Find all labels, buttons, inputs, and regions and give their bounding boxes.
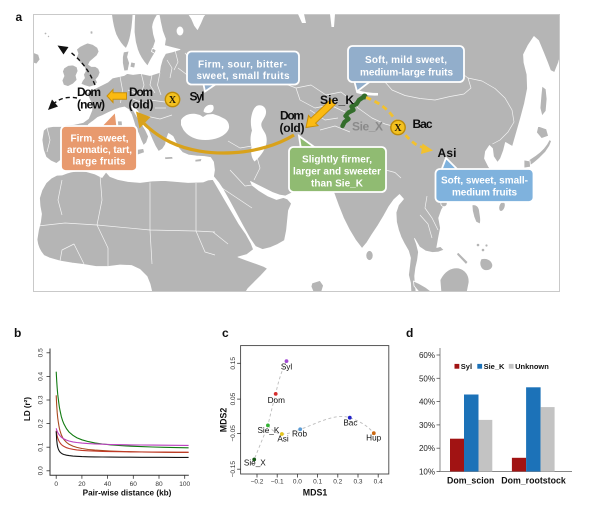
svg-text:0.0: 0.0	[293, 479, 302, 486]
svg-text:Sie_K: Sie_K	[484, 362, 505, 371]
svg-text:80: 80	[155, 481, 163, 488]
svg-text:Firm, sour, bitter-: Firm, sour, bitter-	[198, 60, 287, 71]
svg-text:d: d	[406, 326, 413, 340]
svg-text:−0.1: −0.1	[271, 479, 284, 486]
svg-text:Firm, sweet,: Firm, sweet,	[71, 134, 129, 145]
svg-text:60%: 60%	[419, 351, 435, 360]
svg-text:Sie_X: Sie_X	[352, 120, 383, 134]
svg-text:Bac: Bac	[343, 419, 357, 428]
svg-text:0.4: 0.4	[374, 479, 383, 486]
svg-text:0.5: 0.5	[38, 348, 45, 357]
svg-text:medium-large fruits: medium-large fruits	[360, 68, 453, 79]
svg-text:Syl: Syl	[461, 362, 472, 371]
svg-text:Sie_K: Sie_K	[257, 426, 279, 435]
svg-text:medium fruits: medium fruits	[452, 188, 517, 199]
svg-text:large fruits: large fruits	[73, 157, 126, 168]
svg-text:LD (r²): LD (r²)	[23, 397, 32, 421]
svg-text:Slightly firmer,: Slightly firmer,	[302, 155, 372, 166]
svg-text:0.2: 0.2	[333, 479, 342, 486]
svg-text:0.15: 0.15	[230, 357, 237, 370]
svg-text:b: b	[14, 326, 21, 340]
svg-text:Pair-wise distance (kb): Pair-wise distance (kb)	[83, 489, 172, 498]
svg-text:Dom: Dom	[280, 109, 304, 123]
svg-text:Bac: Bac	[413, 117, 433, 131]
svg-text:Sie_X: Sie_X	[244, 459, 266, 468]
svg-text:−0.05: −0.05	[230, 425, 237, 442]
svg-text:0.4: 0.4	[38, 372, 45, 381]
svg-text:0.3: 0.3	[353, 479, 362, 486]
svg-text:(old): (old)	[280, 121, 305, 135]
svg-text:20: 20	[78, 481, 86, 488]
svg-text:larger and sweeter: larger and sweeter	[293, 167, 381, 178]
svg-text:10%: 10%	[419, 468, 435, 477]
svg-text:50%: 50%	[419, 374, 435, 383]
svg-text:Dom: Dom	[77, 85, 101, 99]
svg-text:Syl: Syl	[190, 90, 205, 104]
svg-text:Rob: Rob	[292, 430, 307, 439]
svg-text:0.05: 0.05	[230, 392, 237, 405]
svg-text:Hup: Hup	[366, 434, 381, 443]
svg-text:0.1: 0.1	[38, 442, 45, 451]
svg-text:60: 60	[130, 481, 138, 488]
svg-text:Dom_scion: Dom_scion	[447, 476, 494, 486]
svg-text:(new): (new)	[77, 98, 105, 112]
svg-text:MDS2: MDS2	[219, 408, 229, 433]
svg-text:Unknown: Unknown	[515, 362, 549, 371]
svg-text:0.3: 0.3	[38, 395, 45, 404]
svg-text:Dom_rootstock: Dom_rootstock	[501, 476, 566, 486]
svg-text:c: c	[222, 326, 229, 340]
svg-text:Dom: Dom	[268, 396, 285, 405]
svg-text:30%: 30%	[419, 421, 435, 430]
svg-text:MDS1: MDS1	[303, 488, 328, 498]
svg-text:20%: 20%	[419, 444, 435, 453]
svg-text:−0.2: −0.2	[251, 479, 264, 486]
svg-text:(old): (old)	[129, 98, 154, 112]
svg-text:Asi: Asi	[277, 435, 289, 444]
svg-text:than Sie_K: than Sie_K	[311, 179, 364, 190]
svg-text:0.0: 0.0	[38, 466, 45, 475]
svg-text:Sie_K: Sie_K	[320, 93, 354, 107]
svg-text:−0.15: −0.15	[230, 461, 237, 478]
svg-text:100: 100	[179, 481, 190, 488]
svg-text:Syl: Syl	[281, 362, 293, 371]
svg-text:X: X	[394, 123, 402, 134]
svg-text:0.2: 0.2	[38, 419, 45, 428]
svg-text:aromatic, tart,: aromatic, tart,	[67, 145, 132, 156]
svg-text:Soft, sweet, small-: Soft, sweet, small-	[441, 176, 528, 187]
svg-text:Dom: Dom	[129, 85, 153, 99]
svg-text:Soft, mild sweet,: Soft, mild sweet,	[365, 55, 447, 66]
svg-text:0.1: 0.1	[313, 479, 322, 486]
svg-text:a: a	[16, 10, 23, 24]
svg-text:Asi: Asi	[438, 146, 457, 160]
svg-text:0: 0	[54, 481, 58, 488]
svg-text:40%: 40%	[419, 398, 435, 407]
svg-text:X: X	[169, 95, 177, 106]
svg-text:40: 40	[104, 481, 112, 488]
svg-text:sweet, small fruits: sweet, small fruits	[197, 71, 290, 82]
